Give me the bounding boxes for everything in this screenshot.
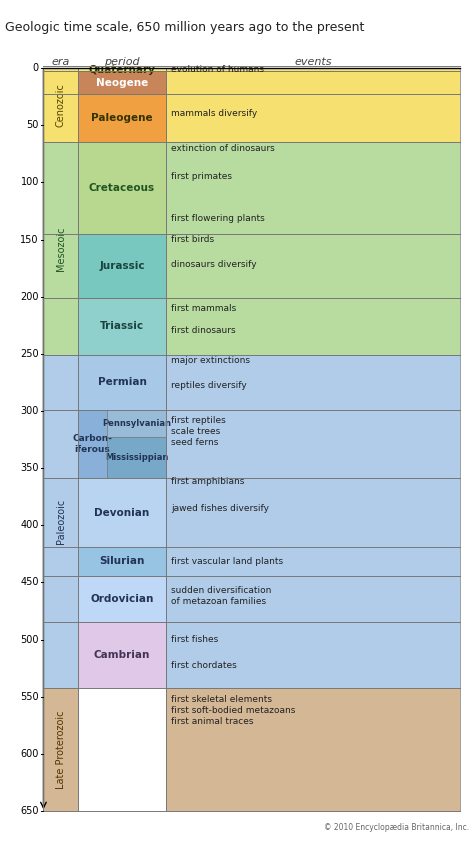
Bar xyxy=(44,688,78,811)
Text: Quaternary: Quaternary xyxy=(89,65,155,75)
Text: Carbon-
iferous: Carbon- iferous xyxy=(73,434,112,454)
Text: jawed fishes diversify: jawed fishes diversify xyxy=(171,504,269,513)
Text: © 2010 Encyclopædia Britannica, Inc.: © 2010 Encyclopædia Britannica, Inc. xyxy=(324,823,469,832)
Text: first vascular land plants: first vascular land plants xyxy=(171,557,283,567)
Text: sudden diversification
of metazoan families: sudden diversification of metazoan famil… xyxy=(171,586,271,606)
Bar xyxy=(78,547,166,576)
Text: Ordovician: Ordovician xyxy=(91,594,154,604)
Text: 400: 400 xyxy=(20,520,39,530)
Text: period: period xyxy=(104,57,140,67)
Text: Cambrian: Cambrian xyxy=(94,650,150,660)
Bar xyxy=(78,410,107,478)
Bar xyxy=(78,142,166,234)
Text: Late Proterozoic: Late Proterozoic xyxy=(55,710,65,789)
Text: 250: 250 xyxy=(20,349,39,359)
Text: first skeletal elements
first soft-bodied metazoans
first animal traces: first skeletal elements first soft-bodie… xyxy=(171,695,295,726)
Text: 200: 200 xyxy=(20,291,39,301)
Text: Silurian: Silurian xyxy=(100,557,145,567)
Text: extinction of dinosaurs: extinction of dinosaurs xyxy=(171,144,275,152)
Text: 50: 50 xyxy=(27,120,39,131)
Text: 300: 300 xyxy=(20,406,39,416)
Text: first mammals: first mammals xyxy=(171,304,236,312)
Bar xyxy=(78,71,166,94)
Text: Cretaceous: Cretaceous xyxy=(89,183,155,193)
Bar xyxy=(44,68,78,142)
Text: 350: 350 xyxy=(20,463,39,473)
Text: first reptiles
scale trees
seed ferns: first reptiles scale trees seed ferns xyxy=(171,416,226,447)
Text: first fishes: first fishes xyxy=(171,635,218,644)
Text: Permian: Permian xyxy=(98,377,146,387)
Text: reptiles diversify: reptiles diversify xyxy=(171,381,246,391)
Bar xyxy=(166,355,460,688)
Text: Paleozoic: Paleozoic xyxy=(55,498,65,544)
Bar xyxy=(78,576,166,622)
Text: dinosaurs diversify: dinosaurs diversify xyxy=(171,260,256,269)
Bar xyxy=(78,94,166,142)
Text: first birds: first birds xyxy=(171,235,214,244)
Text: Pennsylvanian: Pennsylvanian xyxy=(102,419,171,428)
Text: 0: 0 xyxy=(33,63,39,73)
Bar xyxy=(78,478,166,547)
Text: events: events xyxy=(294,57,332,67)
Bar xyxy=(78,234,166,298)
Text: major extinctions: major extinctions xyxy=(171,356,250,365)
Text: Paleogene: Paleogene xyxy=(91,114,153,124)
Text: Geologic time scale, 650 million years ago to the present: Geologic time scale, 650 million years a… xyxy=(5,21,364,34)
Bar xyxy=(78,622,166,688)
Text: evolution of humans: evolution of humans xyxy=(171,65,264,74)
Text: 550: 550 xyxy=(20,692,39,701)
Text: 100: 100 xyxy=(20,178,39,188)
Text: Neogene: Neogene xyxy=(96,77,148,88)
Text: era: era xyxy=(51,57,70,67)
Text: mammals diversify: mammals diversify xyxy=(171,109,257,119)
Text: Mesozoic: Mesozoic xyxy=(55,226,65,271)
Text: 650: 650 xyxy=(20,806,39,816)
Text: Cenozoic: Cenozoic xyxy=(55,83,65,127)
Text: Jurassic: Jurassic xyxy=(99,261,145,271)
Text: 600: 600 xyxy=(20,749,39,759)
Text: 500: 500 xyxy=(20,635,39,645)
Bar xyxy=(107,410,166,437)
Bar xyxy=(44,142,78,355)
Bar xyxy=(78,68,166,71)
Bar xyxy=(78,355,166,410)
Text: first dinosaurs: first dinosaurs xyxy=(171,327,236,335)
Bar xyxy=(166,688,460,811)
Text: 150: 150 xyxy=(20,235,39,244)
Bar xyxy=(166,68,460,142)
Text: Devonian: Devonian xyxy=(94,508,150,518)
Bar xyxy=(166,142,460,355)
Text: first chordates: first chordates xyxy=(171,661,237,670)
Text: 450: 450 xyxy=(20,578,39,588)
Text: Mississippian: Mississippian xyxy=(105,453,168,462)
Text: first primates: first primates xyxy=(171,172,232,181)
Text: first flowering plants: first flowering plants xyxy=(171,215,264,223)
Bar xyxy=(107,437,166,478)
Bar xyxy=(78,298,166,355)
Text: first amphibians: first amphibians xyxy=(171,477,244,487)
Text: Triassic: Triassic xyxy=(100,322,144,332)
Bar xyxy=(44,355,78,688)
